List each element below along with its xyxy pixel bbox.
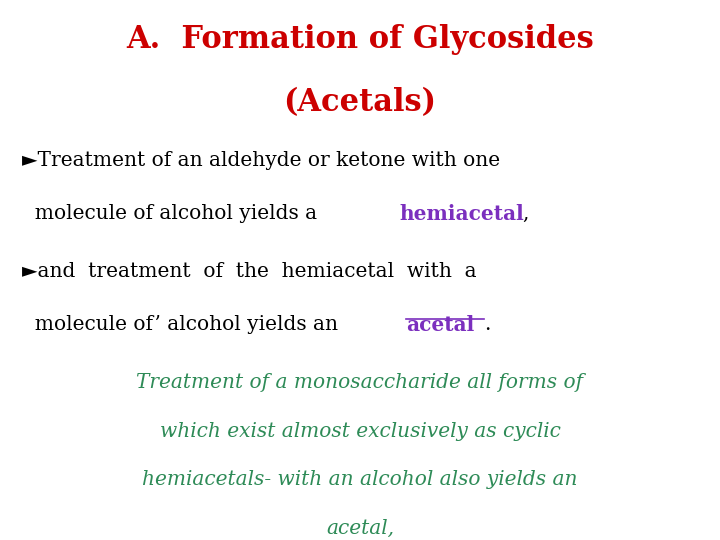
- Text: hemiacetals- with an alcohol also yields an: hemiacetals- with an alcohol also yields…: [143, 470, 577, 489]
- Text: ,: ,: [523, 204, 529, 222]
- Text: hemiacetal: hemiacetal: [400, 204, 524, 224]
- Text: molecule of alcohol yields a: molecule of alcohol yields a: [22, 204, 323, 222]
- Text: ►and  treatment  of  the  hemiacetal  with  a: ►and treatment of the hemiacetal with a: [22, 262, 476, 281]
- Text: (Acetals): (Acetals): [284, 87, 436, 118]
- Text: Treatment of a monosaccharide all forms of: Treatment of a monosaccharide all forms …: [136, 373, 584, 392]
- Text: ►Treatment of an aldehyde or ketone with one: ►Treatment of an aldehyde or ketone with…: [22, 151, 500, 170]
- Text: A.  Formation of Glycosides: A. Formation of Glycosides: [126, 24, 594, 55]
- Text: acetal: acetal: [406, 315, 474, 335]
- Text: .: .: [484, 315, 490, 334]
- Text: molecule of’ alcohol yields an: molecule of’ alcohol yields an: [22, 315, 344, 334]
- Text: which exist almost exclusively as cyclic: which exist almost exclusively as cyclic: [160, 422, 560, 441]
- Text: acetal,: acetal,: [326, 519, 394, 538]
